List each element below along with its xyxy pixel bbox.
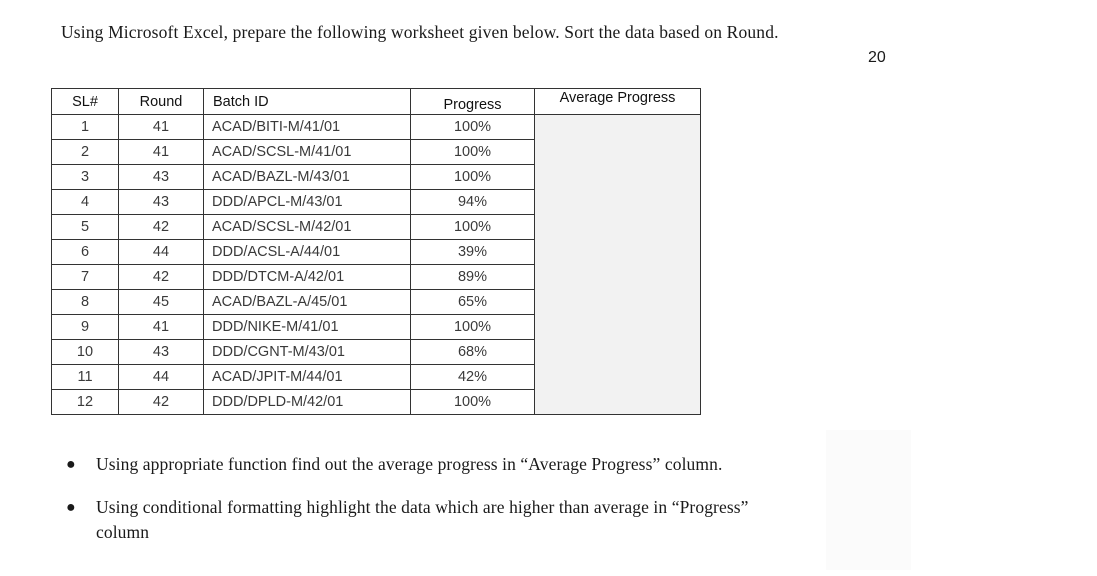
task-text: Using conditional formatting highlight t… <box>96 497 749 542</box>
cell-round: 42 <box>118 389 204 415</box>
cell-sl: 12 <box>51 389 119 415</box>
cell-sl: 8 <box>51 289 119 315</box>
bullet-icon: ● <box>66 499 76 516</box>
table-row: 6 44 DDD/ACSL-A/44/01 39% <box>51 239 701 265</box>
cell-round: 42 <box>118 264 204 290</box>
header-average-progress: Average Progress <box>534 88 701 115</box>
cell-round: 45 <box>118 289 204 315</box>
cell-sl: 2 <box>51 139 119 165</box>
cell-batch-id: ACAD/BITI-M/41/01 <box>203 114 411 140</box>
cell-progress: 100% <box>410 214 535 240</box>
table-row: 12 42 DDD/DPLD-M/42/01 100% <box>51 389 701 415</box>
cell-batch-id: ACAD/JPIT-M/44/01 <box>203 364 411 390</box>
cell-sl: 6 <box>51 239 119 265</box>
table-row: 1 41 ACAD/BITI-M/41/01 100% <box>51 114 701 415</box>
worksheet-table: SL# Round Batch ID Progress Average Prog… <box>51 88 701 415</box>
cell-batch-id: ACAD/SCSL-M/42/01 <box>203 214 411 240</box>
task-item: ● Using appropriate function find out th… <box>66 452 806 477</box>
cell-round: 42 <box>118 214 204 240</box>
task-item: ● Using conditional formatting highlight… <box>66 495 806 545</box>
cell-sl: 9 <box>51 314 119 340</box>
average-progress-cell <box>534 114 701 415</box>
cell-batch-id: ACAD/SCSL-M/41/01 <box>203 139 411 165</box>
cell-progress: 65% <box>410 289 535 315</box>
cell-sl: 5 <box>51 214 119 240</box>
table-row: 8 45 ACAD/BAZL-A/45/01 65% <box>51 289 701 315</box>
bullet-icon: ● <box>66 456 76 473</box>
cell-progress: 68% <box>410 339 535 365</box>
cell-batch-id: DDD/APCL-M/43/01 <box>203 189 411 215</box>
cell-sl: 3 <box>51 164 119 190</box>
cell-progress: 42% <box>410 364 535 390</box>
cell-batch-id: ACAD/BAZL-M/43/01 <box>203 164 411 190</box>
cell-progress: 94% <box>410 189 535 215</box>
cell-batch-id: DDD/DTCM-A/42/01 <box>203 264 411 290</box>
cell-round: 44 <box>118 364 204 390</box>
background-shade <box>826 430 911 570</box>
cell-progress: 100% <box>410 164 535 190</box>
cell-progress: 100% <box>410 389 535 415</box>
marks-value: 20 <box>868 49 886 66</box>
cell-batch-id: DDD/CGNT-M/43/01 <box>203 339 411 365</box>
header-sl: SL# <box>51 88 119 115</box>
cell-sl: 7 <box>51 264 119 290</box>
cell-round: 41 <box>118 139 204 165</box>
instruction-text: Using Microsoft Excel, prepare the follo… <box>61 22 779 42</box>
table-row: 5 42 ACAD/SCSL-M/42/01 100% <box>51 214 701 240</box>
header-batch-id: Batch ID <box>203 88 411 115</box>
cell-progress: 100% <box>410 139 535 165</box>
cell-round: 43 <box>118 189 204 215</box>
table-row: 9 41 DDD/NIKE-M/41/01 100% <box>51 314 701 340</box>
header-progress: Progress <box>410 88 535 115</box>
table-row: 7 42 DDD/DTCM-A/42/01 89% <box>51 264 701 290</box>
cell-progress: 100% <box>410 314 535 340</box>
table-row: 10 43 DDD/CGNT-M/43/01 68% <box>51 339 701 365</box>
cell-sl: 1 <box>51 114 119 140</box>
table-row: 4 43 DDD/APCL-M/43/01 94% <box>51 189 701 215</box>
table-row: 11 44 ACAD/JPIT-M/44/01 42% <box>51 364 701 390</box>
header-round: Round <box>118 88 204 115</box>
task-text: Using appropriate function find out the … <box>96 454 723 474</box>
cell-sl: 11 <box>51 364 119 390</box>
cell-sl: 10 <box>51 339 119 365</box>
table-row: 3 43 ACAD/BAZL-M/43/01 100% <box>51 164 701 190</box>
cell-batch-id: DDD/ACSL-A/44/01 <box>203 239 411 265</box>
cell-batch-id: ACAD/BAZL-A/45/01 <box>203 289 411 315</box>
cell-round: 41 <box>118 114 204 140</box>
cell-progress: 100% <box>410 114 535 140</box>
cell-round: 44 <box>118 239 204 265</box>
cell-batch-id: DDD/NIKE-M/41/01 <box>203 314 411 340</box>
header-row: SL# Round Batch ID Progress Average Prog… <box>51 88 701 115</box>
cell-sl: 4 <box>51 189 119 215</box>
cell-round: 43 <box>118 164 204 190</box>
cell-progress: 89% <box>410 264 535 290</box>
task-list: ● Using appropriate function find out th… <box>66 452 806 563</box>
cell-batch-id: DDD/DPLD-M/42/01 <box>203 389 411 415</box>
cell-progress: 39% <box>410 239 535 265</box>
cell-round: 41 <box>118 314 204 340</box>
cell-round: 43 <box>118 339 204 365</box>
